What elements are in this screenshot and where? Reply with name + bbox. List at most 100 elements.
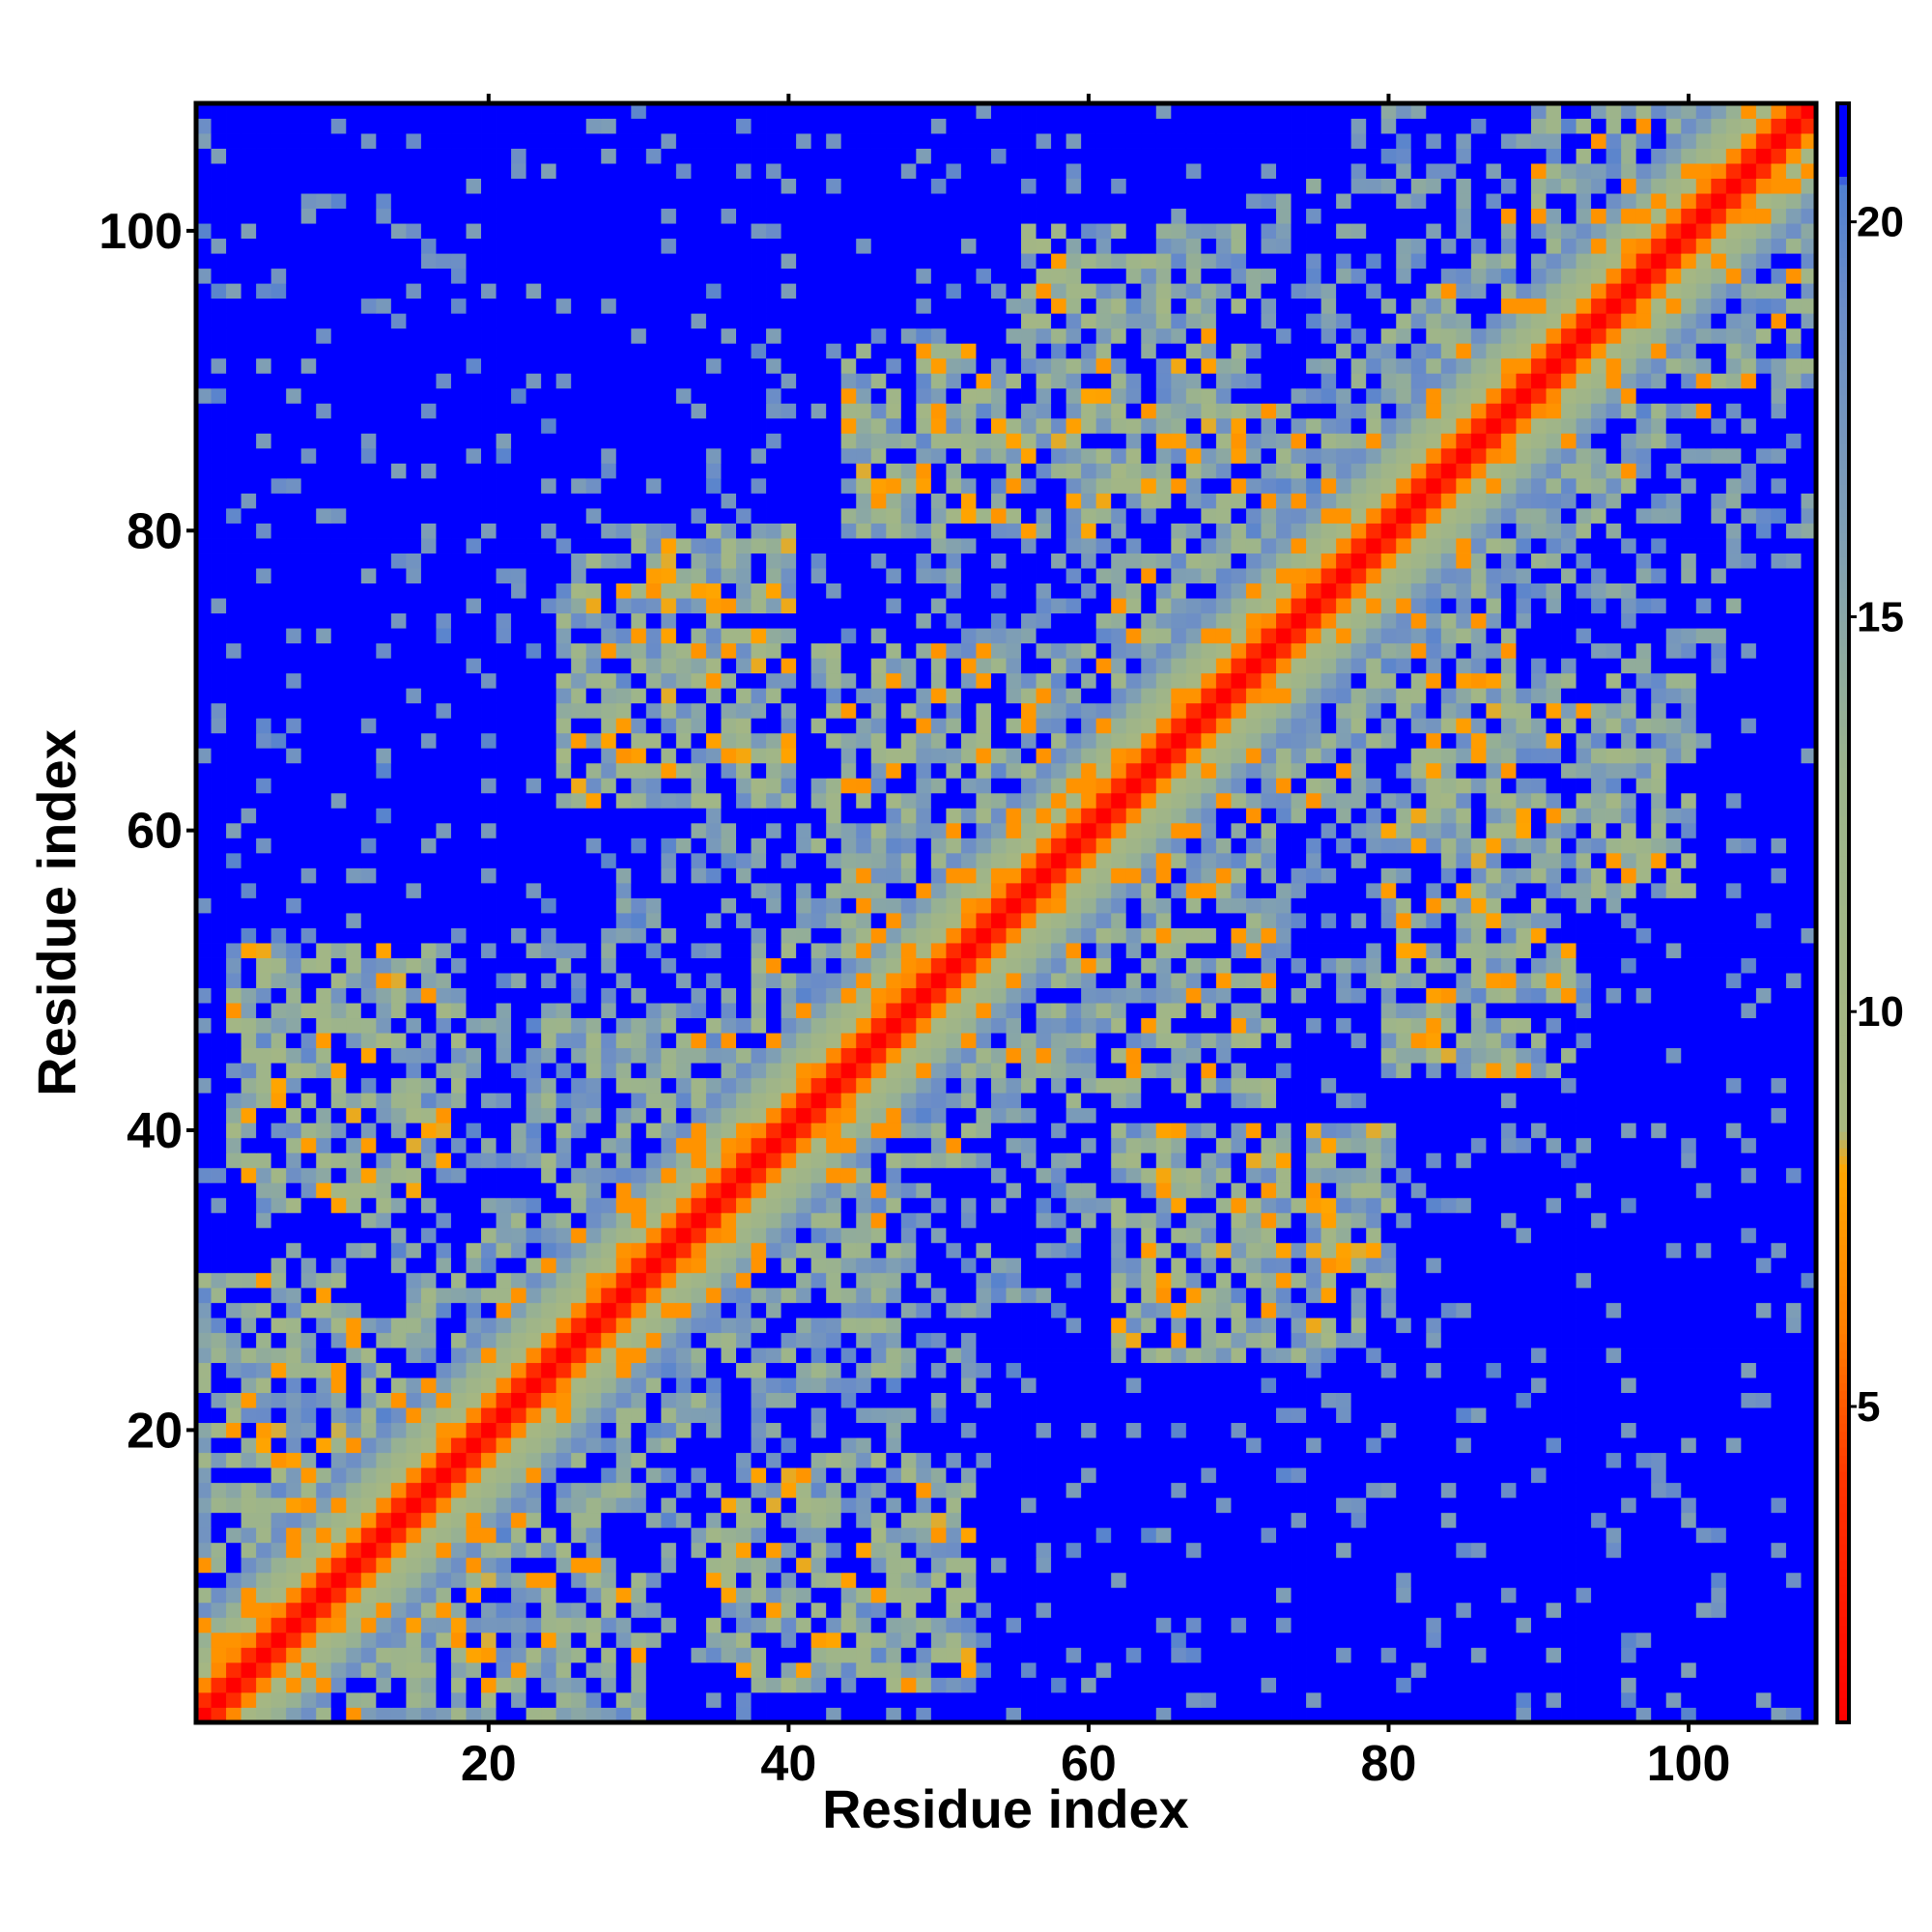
heatmap-cell: [1156, 1437, 1172, 1453]
heatmap-cell: [1441, 1378, 1457, 1393]
heatmap-cell: [556, 1363, 572, 1378]
heatmap-cell: [497, 1662, 512, 1678]
heatmap-cell: [1681, 1557, 1696, 1573]
heatmap-cell: [1681, 1407, 1696, 1423]
heatmap-cell: [391, 1108, 407, 1123]
heatmap-cell: [646, 1078, 662, 1094]
heatmap-cell: [841, 1647, 857, 1662]
heatmap-cell: [736, 1647, 752, 1662]
heatmap-cell: [301, 1407, 317, 1423]
heatmap-cell: [286, 1617, 301, 1633]
heatmap-cell: [661, 1302, 676, 1318]
heatmap-cell: [586, 1603, 602, 1618]
heatmap-cell: [1486, 1108, 1501, 1123]
heatmap-cell: [1696, 1318, 1712, 1333]
heatmap-cell: [571, 1302, 586, 1318]
heatmap-cell: [691, 1647, 706, 1662]
heatmap-cell: [1501, 1587, 1517, 1603]
heatmap-cell: [946, 1138, 961, 1153]
heatmap-cell: [1051, 1647, 1066, 1662]
heatmap-cell: [1126, 1573, 1142, 1588]
heatmap-cell: [1306, 1093, 1321, 1108]
heatmap-cell: [752, 1198, 767, 1213]
heatmap-cell: [556, 1557, 572, 1573]
heatmap-cell: [1141, 1348, 1156, 1363]
heatmap-cell: [1756, 1617, 1772, 1633]
heatmap-cell: [226, 1527, 242, 1543]
heatmap-cell: [497, 1557, 512, 1573]
heatmap-cell: [497, 1182, 512, 1198]
heatmap-cell: [497, 1647, 512, 1662]
heatmap-cell: [212, 1573, 227, 1588]
heatmap-cell: [1126, 1603, 1142, 1618]
heatmap-cell: [1321, 1048, 1337, 1064]
heatmap-cell: [781, 1258, 797, 1273]
heatmap-cell: [1411, 1212, 1427, 1228]
heatmap-cell: [286, 1603, 301, 1618]
heatmap-cell: [1486, 1603, 1501, 1618]
heatmap-cell: [226, 1677, 242, 1692]
heatmap-cell: [497, 1228, 512, 1243]
heatmap-cell: [1381, 1333, 1397, 1349]
heatmap-cell: [271, 1152, 287, 1168]
heatmap-cell: [1651, 1258, 1666, 1273]
heatmap-cell: [1066, 1242, 1082, 1258]
heatmap-cell: [1651, 1483, 1666, 1498]
heatmap-cell: [1456, 1557, 1471, 1573]
heatmap-cell: [586, 1573, 602, 1588]
heatmap-cell: [1066, 1228, 1082, 1243]
heatmap-cell: [226, 1318, 242, 1333]
heatmap-cell: [901, 1677, 917, 1692]
heatmap-cell: [961, 1363, 977, 1378]
heatmap-cell: [451, 1048, 467, 1064]
heatmap-cell: [571, 1573, 586, 1588]
heatmap-cell: [841, 1168, 857, 1183]
heatmap-cell: [286, 1573, 301, 1588]
heatmap-cell: [481, 1108, 497, 1123]
heatmap-cell: [391, 1483, 407, 1498]
heatmap-cell: [1037, 1348, 1052, 1363]
heatmap-cell: [886, 1437, 901, 1453]
heatmap-cell: [1141, 1573, 1156, 1588]
heatmap-cell: [376, 1527, 391, 1543]
heatmap-cell: [676, 1692, 692, 1708]
heatmap-cell: [916, 1423, 931, 1438]
heatmap-cell: [331, 1483, 347, 1498]
heatmap-cell: [1771, 1033, 1786, 1048]
heatmap-cell: [1636, 1318, 1652, 1333]
heatmap-cell: [1007, 1063, 1022, 1078]
heatmap-cell: [286, 1152, 301, 1168]
heatmap-cell: [436, 1423, 451, 1438]
heatmap-cell: [1366, 1467, 1381, 1483]
heatmap-cell: [571, 1318, 586, 1333]
heatmap-cell: [331, 1617, 347, 1633]
heatmap-cell: [1246, 1497, 1262, 1513]
heatmap-cell: [1201, 1483, 1216, 1498]
heatmap-cell: [1126, 1393, 1142, 1408]
heatmap-cell: [1651, 1378, 1666, 1393]
heatmap-cell: [931, 1497, 947, 1513]
heatmap-cell: [1501, 1393, 1517, 1408]
heatmap-cell: [526, 1018, 542, 1034]
heatmap-cell: [901, 1393, 917, 1408]
heatmap-cell: [511, 1348, 526, 1363]
heatmap-cell: [856, 1633, 871, 1648]
heatmap-cell: [991, 1122, 1007, 1138]
heatmap-cell: [1276, 1633, 1292, 1648]
heatmap-cell: [316, 1333, 331, 1349]
heatmap-cell: [1726, 1198, 1742, 1213]
heatmap-cell: [1726, 1152, 1742, 1168]
heatmap-cell: [1486, 1182, 1501, 1198]
heatmap-cell: [1336, 1108, 1351, 1123]
heatmap-cell: [1156, 1108, 1172, 1123]
heatmap-cell: [1066, 1557, 1082, 1573]
heatmap-cell: [1651, 1543, 1666, 1558]
heatmap-cell: [991, 1573, 1007, 1588]
heatmap-cell: [361, 1633, 377, 1648]
heatmap-cell: [1336, 1633, 1351, 1648]
heatmap-cell: [1321, 1483, 1337, 1498]
heatmap-cell: [796, 1198, 811, 1213]
heatmap-cell: [1711, 1543, 1726, 1558]
heatmap-cell: [1636, 1677, 1652, 1692]
heatmap-cell: [1426, 1692, 1441, 1708]
